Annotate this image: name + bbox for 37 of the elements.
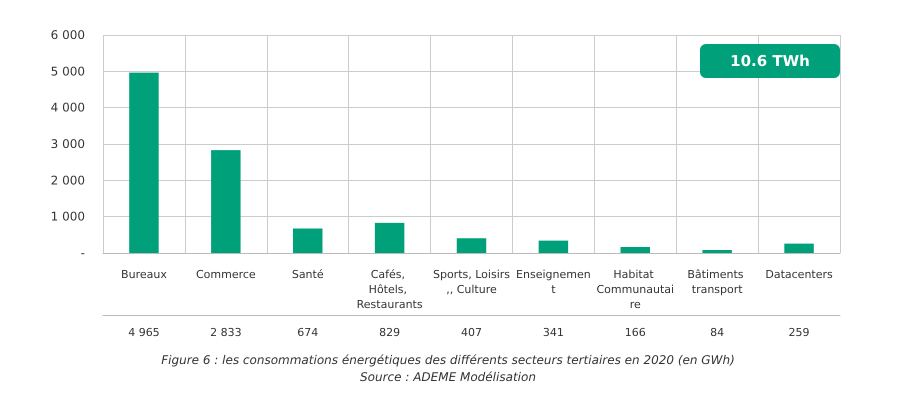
y-tick-label: 1 000 (50, 210, 85, 224)
bar (620, 246, 650, 253)
data-label: 259 (788, 326, 810, 339)
x-tick-label: Bureaux (121, 268, 168, 281)
x-tick-label: Santé (292, 268, 324, 281)
data-label: 341 (542, 326, 564, 339)
y-tick-label: 5 000 (50, 64, 85, 78)
rounded-badge: 10.6 TWh (700, 44, 840, 78)
bar (211, 150, 241, 253)
bar (784, 244, 814, 253)
y-tick-label: 6 000 (50, 28, 85, 42)
x-tick-label: Bâtiments transport (687, 268, 747, 296)
bar (456, 238, 486, 253)
x-tick-label: Commerce (196, 268, 256, 281)
x-tick-label: Datacenters (765, 268, 834, 281)
bar (292, 228, 322, 253)
data-label: 829 (379, 326, 400, 339)
y-tick-label: 3 000 (50, 137, 85, 151)
y-tick-label: 4 000 (50, 100, 85, 115)
data-label: 407 (461, 326, 482, 339)
bar (129, 72, 159, 253)
source-note: Source : ADEME Modélisation (360, 370, 536, 384)
data-label: 84 (710, 326, 724, 339)
x-tick-label: Sports, Loisirs,, Culture (432, 268, 510, 296)
data-label: 166 (624, 326, 646, 339)
y-tick-label: - (80, 246, 85, 260)
data-label: 2 833 (210, 326, 242, 339)
bar (702, 250, 732, 253)
y-tick-label: 2 000 (50, 173, 85, 188)
x-tick-label: Habitat Communautaire (596, 268, 674, 311)
caption: Figure 6 : les consommations énergétiques des différents secteurs tertiaires en 2020 (en GWh) (161, 353, 735, 367)
bar (374, 222, 404, 253)
x-tick-label: Enseignement (516, 268, 591, 296)
data-label: 4 965 (128, 326, 160, 339)
bar (538, 240, 568, 253)
data-label: 674 (297, 326, 318, 339)
x-tick-label: Cafés, Hôtels, Restaurants (356, 268, 423, 311)
